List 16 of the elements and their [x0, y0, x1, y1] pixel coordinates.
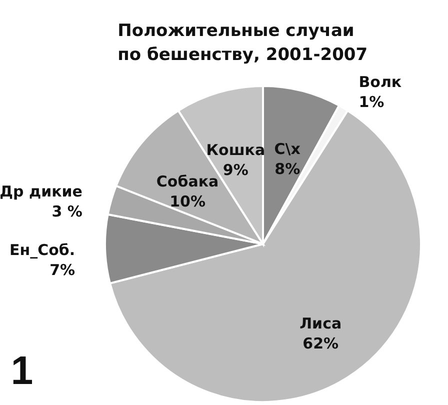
slice-label: Др дикие [0, 182, 82, 201]
data-label: 7% [50, 260, 76, 279]
slice-label: Собака [156, 172, 219, 191]
slice-label: Лиса [300, 314, 342, 332]
text: 1 [10, 349, 34, 393]
slice-label: С\х [274, 140, 301, 158]
slice-label: Ен_Соб. [9, 240, 76, 259]
data-label: 10% [170, 192, 206, 211]
data-label: 9% [222, 160, 248, 179]
data-label: 62% [302, 334, 339, 352]
slice-label: Кошка [206, 140, 266, 159]
data-label: 8% [274, 160, 300, 178]
data-label: 1% [358, 93, 384, 112]
chart-title: Положительные случаи по бешенству, 2001-2007 [118, 21, 368, 65]
data-label: 3 % [52, 202, 82, 221]
slice-label: Волк [358, 73, 402, 92]
